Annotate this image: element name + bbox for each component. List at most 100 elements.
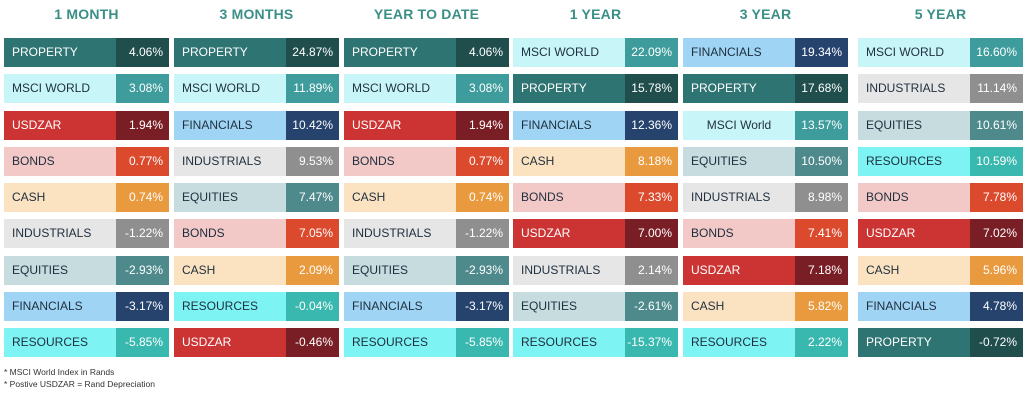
ranking-cell: USDZAR 7.00% — [513, 219, 678, 249]
asset-label: USDZAR — [683, 255, 795, 285]
asset-label: INDUSTRIALS — [174, 146, 286, 176]
asset-label: USDZAR — [513, 219, 625, 249]
return-value: 12.36% — [625, 110, 678, 140]
ranking-cell: BONDS 7.33% — [513, 183, 678, 212]
return-value: -5.85% — [116, 328, 169, 357]
ranking-cell: BONDS 7.78% — [858, 183, 1023, 212]
return-value: -2.93% — [456, 255, 509, 285]
asset-label: INDUSTRIALS — [683, 183, 795, 212]
asset-label: CASH — [858, 255, 970, 285]
ranking-cell: BONDS 0.77% — [4, 146, 169, 176]
asset-label: BONDS — [344, 146, 456, 176]
asset-label: EQUITIES — [174, 183, 286, 212]
asset-label: PROPERTY — [683, 74, 795, 104]
column-5: 5 YEAR MSCI WORLD 16.60% INDUSTRIALS 11.14% E… — [858, 0, 1023, 360]
return-value: 19.34% — [795, 38, 848, 67]
asset-label: MSCI WORLD — [174, 74, 286, 104]
asset-label: BONDS — [513, 183, 625, 212]
asset-label: RESOURCES — [683, 328, 795, 357]
ranking-cell: CASH 8.18% — [513, 146, 678, 176]
return-value: 11.89% — [286, 74, 339, 104]
asset-label: RESOURCES — [513, 328, 625, 357]
return-value: -3.17% — [456, 291, 509, 321]
column-0: 1 MONTH PROPERTY 4.06% MSCI WORLD 3.08% USDZA… — [4, 0, 169, 360]
asset-label: FINANCIALS — [513, 110, 625, 140]
return-value: 2.14% — [625, 255, 678, 285]
asset-label: CASH — [344, 183, 456, 212]
return-value: -15.37% — [625, 328, 678, 357]
return-value: 9.53% — [286, 146, 339, 176]
ranking-cell: MSCI WORLD 11.89% — [174, 74, 339, 104]
ranking-cell: USDZAR 1.94% — [4, 110, 169, 140]
ranking-cell: USDZAR -0.46% — [174, 328, 339, 357]
return-value: -1.22% — [456, 219, 509, 249]
return-value: 10.50% — [795, 146, 848, 176]
column-header: 5 YEAR — [914, 6, 967, 22]
asset-label: MSCI WORLD — [858, 38, 970, 67]
column-4: 3 YEAR FINANCIALS 19.34% PROPERTY 17.68% MSCI… — [683, 0, 848, 360]
ranking-cell: FINANCIALS 4.78% — [858, 291, 1023, 321]
return-value: -3.17% — [116, 291, 169, 321]
asset-label: BONDS — [683, 219, 795, 249]
ranking-cell: CASH 5.82% — [683, 291, 848, 321]
footnote-msci: * MSCI World Index in Rands — [4, 367, 115, 377]
return-value: 10.42% — [286, 110, 339, 140]
ranking-cell: FINANCIALS 19.34% — [683, 38, 848, 67]
asset-label: FINANCIALS — [174, 110, 286, 140]
ranking-cell: BONDS 7.41% — [683, 219, 848, 249]
asset-label: MSCI World — [683, 110, 795, 140]
ranking-cell: INDUSTRIALS 11.14% — [858, 74, 1023, 104]
asset-label: INDUSTRIALS — [858, 74, 970, 104]
asset-label: CASH — [174, 255, 286, 285]
ranking-cell: PROPERTY 4.06% — [344, 38, 509, 67]
ranking-cell: INDUSTRIALS -1.22% — [4, 219, 169, 249]
return-value: 7.33% — [625, 183, 678, 212]
return-value: 0.74% — [456, 183, 509, 212]
ranking-cell: CASH 5.96% — [858, 255, 1023, 285]
ranking-cell: USDZAR 7.18% — [683, 255, 848, 285]
return-value: 10.61% — [970, 110, 1023, 140]
asset-label: RESOURCES — [4, 328, 116, 357]
asset-label: EQUITIES — [344, 255, 456, 285]
return-value: 2.09% — [286, 255, 339, 285]
return-value: 1.94% — [456, 110, 509, 140]
asset-label: EQUITIES — [513, 291, 625, 321]
asset-label: PROPERTY — [513, 74, 625, 104]
asset-label: BONDS — [4, 146, 116, 176]
ranking-cell: MSCI WORLD 3.08% — [344, 74, 509, 104]
column-header: 3 YEAR — [739, 6, 792, 22]
asset-label: PROPERTY — [174, 38, 286, 67]
ranking-cell: RESOURCES -5.85% — [344, 328, 509, 357]
return-value: 1.94% — [116, 110, 169, 140]
ranking-cell: INDUSTRIALS 2.14% — [513, 255, 678, 285]
return-value: -2.61% — [625, 291, 678, 321]
asset-label: EQUITIES — [858, 110, 970, 140]
asset-label: PROPERTY — [344, 38, 456, 67]
return-value: 8.18% — [625, 146, 678, 176]
return-value: 13.57% — [795, 110, 848, 140]
ranking-cell: INDUSTRIALS 8.98% — [683, 183, 848, 212]
ranking-cell: EQUITIES -2.93% — [4, 255, 169, 285]
ranking-cell: USDZAR 7.02% — [858, 219, 1023, 249]
asset-label: FINANCIALS — [683, 38, 795, 67]
ranking-cell: FINANCIALS -3.17% — [344, 291, 509, 321]
return-value: 7.18% — [795, 255, 848, 285]
asset-label: MSCI WORLD — [4, 74, 116, 104]
asset-label: CASH — [513, 146, 625, 176]
return-value: 0.77% — [456, 146, 509, 176]
ranking-cell: PROPERTY 4.06% — [4, 38, 169, 67]
ranking-cell: RESOURCES 2.22% — [683, 328, 848, 357]
return-value: 5.82% — [795, 291, 848, 321]
return-value: 2.22% — [795, 328, 848, 357]
asset-label: BONDS — [858, 183, 970, 212]
return-value: 0.74% — [116, 183, 169, 212]
return-value: 7.00% — [625, 219, 678, 249]
return-value: 7.02% — [970, 219, 1023, 249]
asset-label: FINANCIALS — [344, 291, 456, 321]
column-1: 3 MONTHS PROPERTY 24.87% MSCI WORLD 11.89% FI… — [174, 0, 339, 360]
asset-label: USDZAR — [174, 328, 286, 357]
asset-label: MSCI WORLD — [344, 74, 456, 104]
return-value: 22.09% — [625, 38, 678, 67]
ranking-cell: EQUITIES 7.47% — [174, 183, 339, 212]
